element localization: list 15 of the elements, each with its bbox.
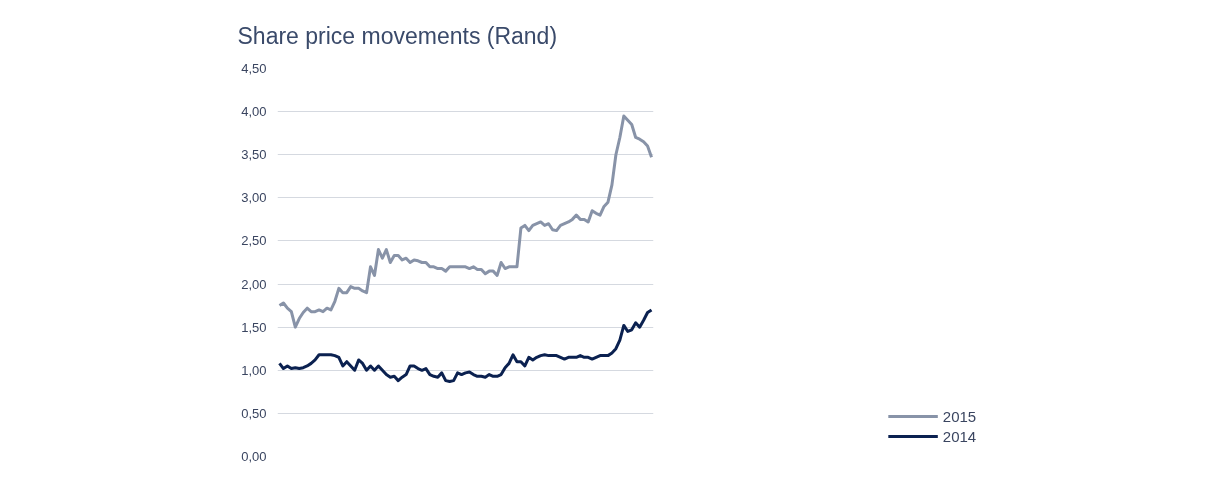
line-series	[277, 308, 654, 383]
y-tick-label: 2,00	[241, 276, 267, 292]
y-tick-label: 1,50	[241, 319, 267, 335]
y-tick-label: 4,00	[241, 104, 267, 120]
y-tick-label: 4,50	[241, 61, 267, 76]
line-series	[277, 114, 654, 329]
y-tick-label: 2,50	[241, 233, 267, 249]
legend-label: 2015	[942, 407, 977, 425]
legend-label: 2014	[942, 427, 977, 445]
y-tick-label: 1,00	[241, 362, 267, 378]
y-tick-label: 0,50	[241, 405, 267, 421]
y-tick-label: 0,00	[241, 449, 267, 464]
y-tick-label: 3,50	[241, 147, 267, 163]
y-tick-label: 3,00	[241, 190, 267, 206]
chart-title: Share price movements (Rand)	[237, 22, 558, 49]
